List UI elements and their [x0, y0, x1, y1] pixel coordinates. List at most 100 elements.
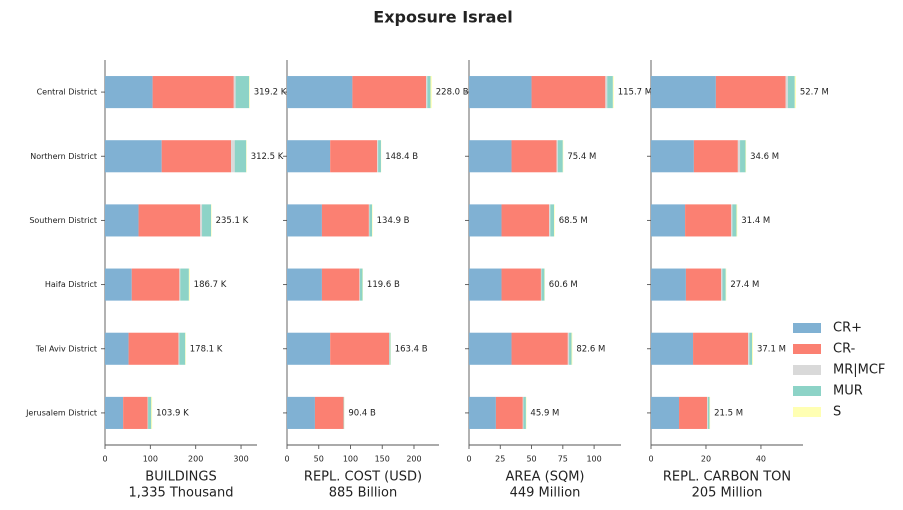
legend-swatch: [793, 386, 821, 396]
x-tick-label: 25: [495, 455, 505, 464]
bar-segment: [685, 204, 731, 237]
total-label: 228.0 B: [436, 88, 469, 98]
bar-segment: [330, 140, 378, 173]
chart-title: Exposure Israel: [373, 8, 512, 27]
x-tick-label: 100: [143, 455, 158, 464]
bar-segment: [128, 332, 179, 365]
bar-segment: [287, 332, 331, 365]
bar-segment: [693, 140, 738, 173]
bar-segment: [709, 396, 711, 429]
bar-segment: [426, 76, 428, 109]
total-label: 82.6 M: [576, 344, 605, 354]
bar-segment: [567, 332, 570, 365]
bar-segment: [131, 268, 180, 301]
total-label: 45.9 M: [530, 408, 559, 418]
bar-segment: [368, 204, 370, 237]
x-tick-label: 300: [233, 455, 248, 464]
total-label: 90.4 B: [348, 408, 376, 418]
bar-segment: [511, 140, 557, 173]
bar-segment: [605, 76, 608, 109]
x-tick-label: 0: [466, 455, 471, 464]
bar-segment: [360, 268, 363, 301]
bar-segment: [607, 76, 613, 109]
x-axis-note: 449 Million: [510, 486, 581, 501]
x-tick-label: 0: [284, 455, 289, 464]
bar-segment: [495, 396, 523, 429]
x-axis-note: 1,335 Thousand: [129, 486, 234, 501]
bar-segment: [287, 204, 322, 237]
bar-segment: [469, 268, 502, 301]
x-tick-label: 20: [701, 455, 711, 464]
bar-segment: [785, 76, 788, 109]
bar-segment: [249, 76, 250, 109]
bar-segment: [235, 76, 250, 109]
bar-segment: [161, 140, 232, 173]
total-label: 37.1 M: [757, 344, 786, 354]
bar-segment: [151, 396, 153, 429]
bar-segment: [554, 204, 555, 237]
legend-label: CR+: [833, 321, 862, 336]
total-label: 103.9 K: [156, 408, 189, 418]
bar-segment: [123, 396, 148, 429]
bar-segment: [752, 332, 753, 365]
x-tick-label: 40: [756, 455, 766, 464]
bar-segment: [469, 396, 496, 429]
total-label: 119.6 B: [367, 280, 400, 290]
bar-segment: [427, 76, 431, 109]
bar-segment: [105, 204, 139, 237]
bar-segment: [540, 268, 542, 301]
bar-segment: [179, 268, 181, 301]
legend-swatch: [793, 344, 821, 354]
bar-segment: [736, 204, 738, 237]
bar-segment: [202, 204, 212, 237]
y-tick-label: Central District: [37, 88, 97, 97]
legend-swatch: [793, 407, 821, 417]
bar-segment: [722, 268, 726, 301]
bar-segment: [372, 204, 373, 237]
bar-segment: [557, 140, 563, 173]
bar-segment: [569, 332, 572, 365]
bar-segment: [511, 332, 568, 365]
x-axis-label: BUILDINGS: [145, 470, 216, 485]
total-label: 178.1 K: [190, 344, 223, 354]
bar-segment: [148, 396, 152, 429]
bar-segment: [469, 140, 512, 173]
bar-segment: [501, 204, 550, 237]
legend-swatch: [793, 323, 821, 333]
bar-segment: [389, 332, 391, 365]
bar-segment: [321, 268, 360, 301]
legend-label: MR|MCF: [833, 363, 885, 378]
total-label: 68.5 M: [559, 216, 588, 226]
legend-label: S: [833, 405, 841, 420]
bar-segment: [178, 332, 180, 365]
bar-segment: [469, 332, 512, 365]
y-tick-label: Northern District: [30, 152, 97, 161]
bar-segment: [740, 140, 746, 173]
bar-segment: [523, 396, 526, 429]
x-tick-label: 200: [188, 455, 203, 464]
x-axis-note: 205 Million: [692, 486, 763, 501]
total-label: 312.5 K: [251, 152, 284, 162]
x-axis-label: REPL. CARBON TON: [663, 470, 791, 485]
bar-segment: [549, 204, 551, 237]
legend-label: MUR: [833, 384, 863, 399]
bar-segment: [748, 332, 750, 365]
bar-segment: [105, 396, 124, 429]
bar-segment: [715, 76, 786, 109]
total-label: 134.9 B: [377, 216, 410, 226]
bar-segment: [233, 76, 236, 109]
bar-segment: [679, 396, 708, 429]
bar-segment: [469, 76, 532, 109]
bar-segment: [651, 396, 680, 429]
bar-segment: [525, 396, 527, 429]
bar-segment: [105, 332, 129, 365]
bar-segment: [378, 140, 381, 173]
bar-segment: [749, 332, 753, 365]
x-tick-label: 100: [343, 455, 358, 464]
bar-segment: [737, 140, 741, 173]
total-label: 235.1 K: [216, 216, 249, 226]
total-label: 21.5 M: [714, 408, 743, 418]
bar-segment: [287, 268, 322, 301]
bar-segment: [138, 204, 201, 237]
total-label: 60.6 M: [549, 280, 578, 290]
